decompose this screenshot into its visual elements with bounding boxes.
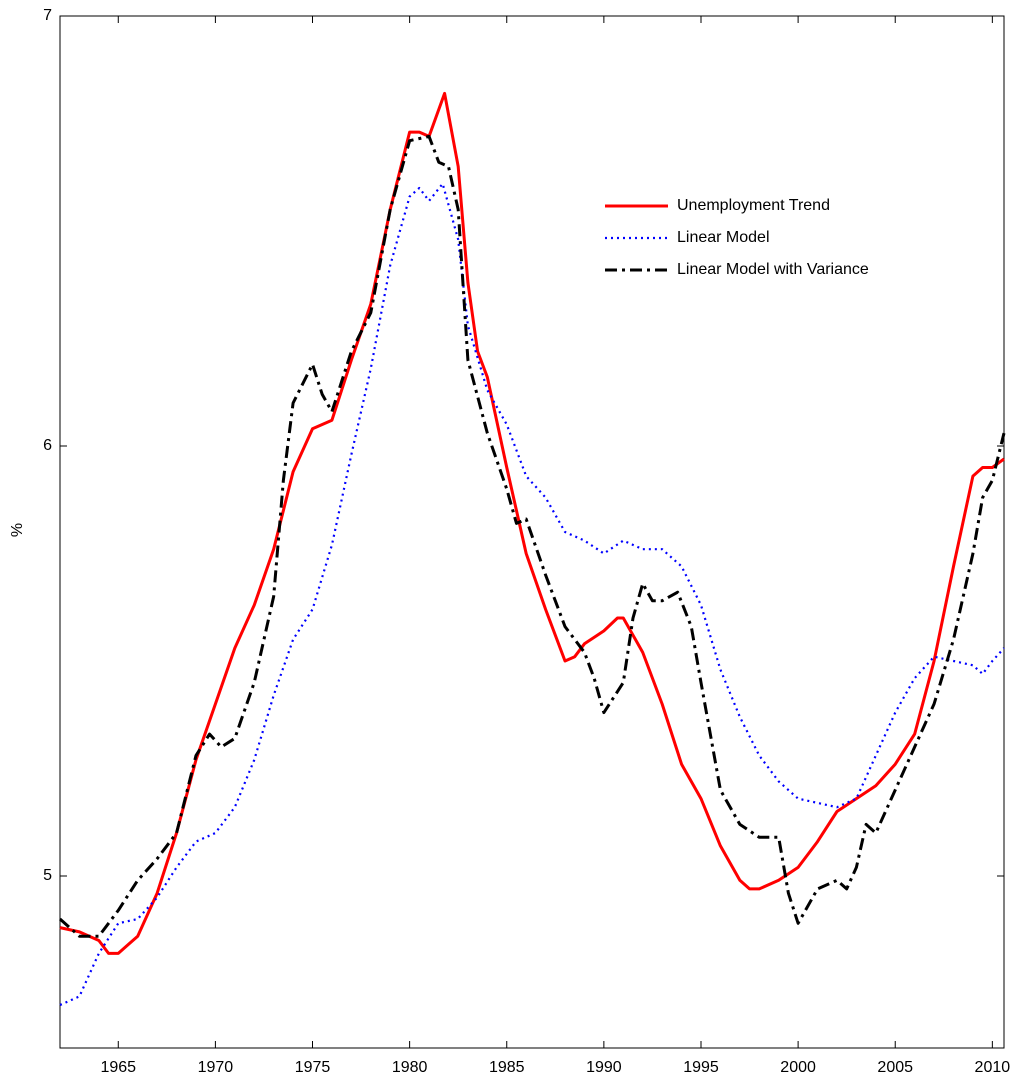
x-tick-label: 1995	[683, 1059, 719, 1076]
legend-label: Linear Model	[677, 229, 770, 246]
x-tick-label: 1980	[392, 1059, 428, 1076]
series-line	[59, 182, 1005, 1007]
legend-label: Unemployment Trend	[677, 197, 830, 214]
y-axis-label: %	[9, 523, 26, 537]
x-tick-label: 1970	[198, 1059, 234, 1076]
x-tick-label: 1990	[586, 1059, 622, 1076]
x-tick-label: 1975	[295, 1059, 331, 1076]
x-tick-label: 2010	[975, 1059, 1011, 1076]
y-tick-label: 5	[43, 867, 52, 884]
x-tick-label: 2005	[877, 1059, 913, 1076]
series-line	[59, 91, 1005, 955]
x-tick-label: 1985	[489, 1059, 525, 1076]
y-tick-label: 7	[43, 7, 52, 24]
series-line	[59, 134, 1006, 938]
x-tick-label: 2000	[780, 1059, 816, 1076]
plot-frame	[59, 15, 1005, 1049]
x-tick-label: 1965	[100, 1059, 136, 1076]
y-tick-label: 6	[43, 437, 52, 454]
legend-label: Linear Model with Variance	[677, 261, 869, 278]
